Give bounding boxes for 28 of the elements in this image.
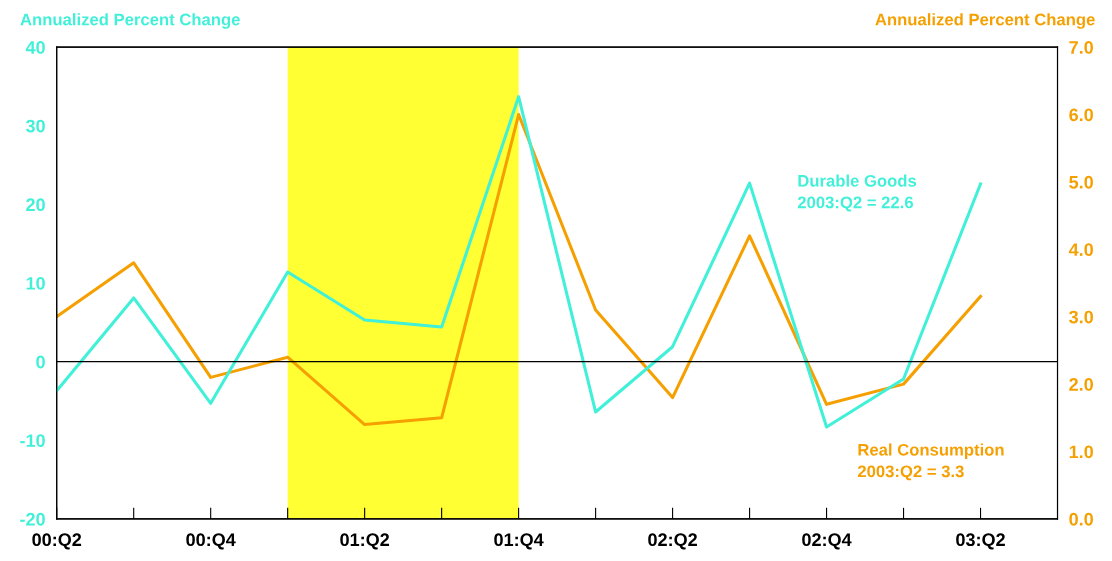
annotation: 2003:Q2 = 22.6 (797, 196, 913, 212)
x-tick-label: 01:Q2 (340, 533, 390, 550)
x-tick-label: 00:Q4 (186, 533, 236, 550)
x-tick-label: 00:Q2 (32, 533, 82, 550)
y-tick-label: -10 (20, 434, 45, 448)
y2-tick-label: 1.0 (1069, 445, 1093, 459)
y2-tick-label: 2.0 (1069, 378, 1093, 391)
x-tick-label: 03:Q2 (956, 533, 1005, 550)
x-tick-label: 02:Q4 (802, 533, 852, 550)
y-axis-title: Annualized Percent Change (20, 13, 240, 29)
text: Real Consumption (858, 443, 1004, 459)
y2-tick-label: 0.0 (1069, 512, 1093, 526)
y-tick-label: 0 (36, 355, 45, 369)
y-tick-label: 30 (25, 119, 45, 133)
y2-tick-label: 7.0 (1069, 41, 1093, 54)
y2-tick-label: 3.0 (1069, 310, 1093, 324)
y2-axis-title: Annualized Percent Change (875, 13, 1095, 29)
x-tick-label: 02:Q2 (648, 533, 697, 550)
y-tick-label: -20 (20, 512, 45, 526)
y-tick-label: 10 (26, 276, 45, 290)
y2-tick-label: 6.0 (1069, 108, 1093, 122)
text: Durable Goods (798, 174, 917, 187)
y2-tick-label: 5.0 (1069, 175, 1093, 189)
y2-tick-label: 4.0 (1068, 243, 1093, 257)
x-tick-label: 01:Q4 (494, 533, 544, 550)
y-tick-label: 40 (25, 41, 45, 54)
annotation: 2003:Q2 = 3.3 (857, 465, 964, 481)
y-tick-label: 20 (26, 198, 45, 212)
